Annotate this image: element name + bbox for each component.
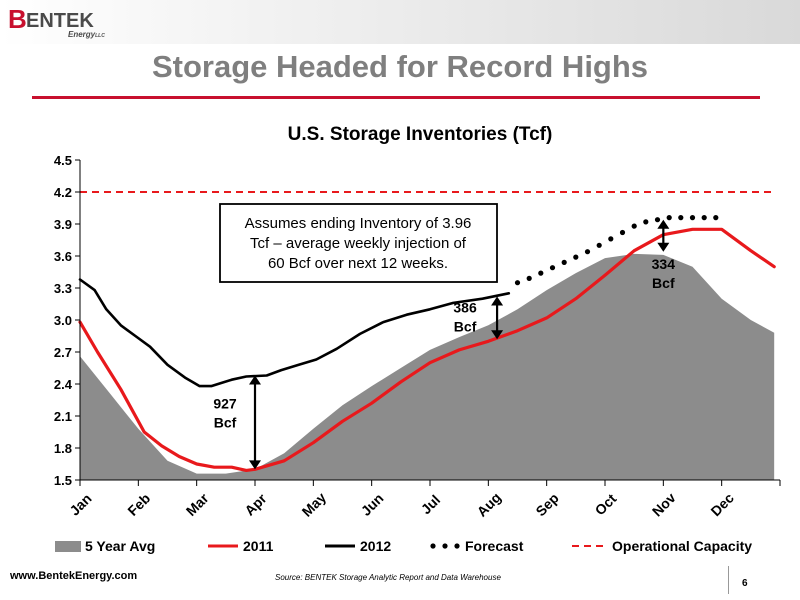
arrow-386-head-up xyxy=(491,296,504,306)
series-line-2012 xyxy=(78,278,511,388)
legend-swatch-forecast xyxy=(454,543,460,549)
forecast-dot xyxy=(596,242,602,248)
label-334-unit: Bcf xyxy=(652,275,675,291)
logo-subtitle: EnergyLLC xyxy=(68,30,105,41)
assumption-callout-box xyxy=(219,203,498,283)
forecast-dot xyxy=(678,215,684,221)
y-tick-label: 2.7 xyxy=(54,345,72,360)
y-tick-label: 3.3 xyxy=(54,281,72,296)
annotations: Assumes ending Inventory of 3.96 Tcf – av… xyxy=(213,203,676,470)
x-tick-label: Jul xyxy=(418,492,444,518)
forecast-dot xyxy=(526,275,532,281)
forecast-dot xyxy=(713,215,719,221)
title-divider xyxy=(32,96,760,99)
callout-line: 60 Bcf over next 12 weeks. xyxy=(268,255,448,272)
label-386-unit: Bcf xyxy=(454,319,477,335)
forecast-dot xyxy=(608,236,614,242)
x-tick-label: Aug xyxy=(474,489,505,520)
footer-url: www.BentekEnergy.com xyxy=(10,570,138,582)
assumption-callout-text: Assumes ending Inventory of 3.96 Tcf – av… xyxy=(245,215,472,272)
header-band xyxy=(0,0,800,44)
forecast-dot xyxy=(561,259,567,265)
legend-label-2011: 2011 xyxy=(243,538,274,554)
forecast-dot xyxy=(654,217,661,223)
plot-area: 1.5 1.8 2.1 2.4 2.7 3.0 3.3 3.6 3.9 4.2 4.5 Jan Feb M… xyxy=(54,153,781,520)
arrow-927-head-up xyxy=(249,375,261,385)
logo-sub-word: Energy xyxy=(68,30,96,39)
legend-label-2012: 2012 xyxy=(360,538,391,554)
logo-sub-suffix: LLC xyxy=(95,33,105,39)
series-line-2011 xyxy=(78,227,776,472)
x-tick-label: Sep xyxy=(532,490,561,519)
forecast-dot xyxy=(643,219,649,225)
forecast-dot xyxy=(701,215,707,221)
x-tick-label: Jun xyxy=(358,490,387,519)
x-tick-label: Jan xyxy=(66,490,94,518)
chart-legend: 5 Year Avg 2011 2012 Forecast Operational Ca… xyxy=(55,538,752,554)
x-tick-label: Feb xyxy=(124,490,153,519)
y-tick-label: 4.2 xyxy=(54,185,72,200)
x-tick-label: Nov xyxy=(649,489,679,519)
arrow-927-head-down xyxy=(249,460,261,470)
x-tick-label: May xyxy=(299,489,330,520)
legend-label-forecast: Forecast xyxy=(465,538,524,554)
y-tick-label: 2.4 xyxy=(54,377,73,392)
label-927-value: 927 xyxy=(213,396,237,412)
storage-chart: U.S. Storage Inventories (Tcf) 1.5 1.8 2.1… xyxy=(54,124,781,554)
arrow-334-head-down xyxy=(657,242,670,252)
forecast-dot xyxy=(573,254,579,260)
footer-divider xyxy=(728,566,729,594)
label-386-value: 386 xyxy=(453,300,477,316)
x-tick-label: Mar xyxy=(183,490,212,519)
forecast-dot xyxy=(631,223,637,229)
arrow-334-head-up xyxy=(657,219,670,229)
page-title: Storage Headed for Record Highs xyxy=(151,49,649,84)
logo-b-mark: B xyxy=(8,4,27,34)
x-tick-label: Apr xyxy=(241,490,270,519)
label-927-unit: Bcf xyxy=(214,415,237,431)
label-334-value: 334 xyxy=(652,256,676,272)
y-tick-label: 3.6 xyxy=(54,249,72,264)
y-tick-label: 1.8 xyxy=(54,441,72,456)
y-tick-label: 4.5 xyxy=(54,153,72,168)
forecast-dot xyxy=(538,270,544,276)
forecast-dot xyxy=(666,215,672,221)
footer-source: Source: BENTEK Storage Analytic Report a… xyxy=(275,573,501,582)
x-tick-label: Oct xyxy=(592,490,620,518)
forecast-dot xyxy=(584,249,591,255)
forecast-dot xyxy=(549,265,556,271)
logo-wordmark: ENTEK xyxy=(26,10,94,32)
legend-swatch-forecast xyxy=(442,543,448,549)
y-tick-label: 3.0 xyxy=(54,313,72,328)
series-area-5yr-avg xyxy=(80,253,775,480)
chart-title: U.S. Storage Inventories (Tcf) xyxy=(288,124,553,145)
forecast-dot xyxy=(689,215,696,221)
callout-line: Tcf – average weekly injection of xyxy=(250,235,467,252)
y-tick-label: 1.5 xyxy=(54,473,72,488)
page-number: 6 xyxy=(742,578,748,589)
legend-label-5-year-avg: 5 Year Avg xyxy=(85,538,155,554)
callout-line: Assumes ending Inventory of 3.96 xyxy=(245,215,472,232)
x-tick-label: Dec xyxy=(707,490,737,520)
arrow-386-head-down xyxy=(491,330,504,340)
y-tick-label: 3.9 xyxy=(54,217,72,232)
y-tick-label: 2.1 xyxy=(54,409,72,424)
legend-swatch-5-year-avg xyxy=(55,541,81,552)
forecast-dot xyxy=(619,229,626,236)
legend-swatch-forecast xyxy=(430,543,436,549)
legend-label-operational-capacity: Operational Capacity xyxy=(612,538,752,554)
forecast-dot xyxy=(514,280,521,286)
